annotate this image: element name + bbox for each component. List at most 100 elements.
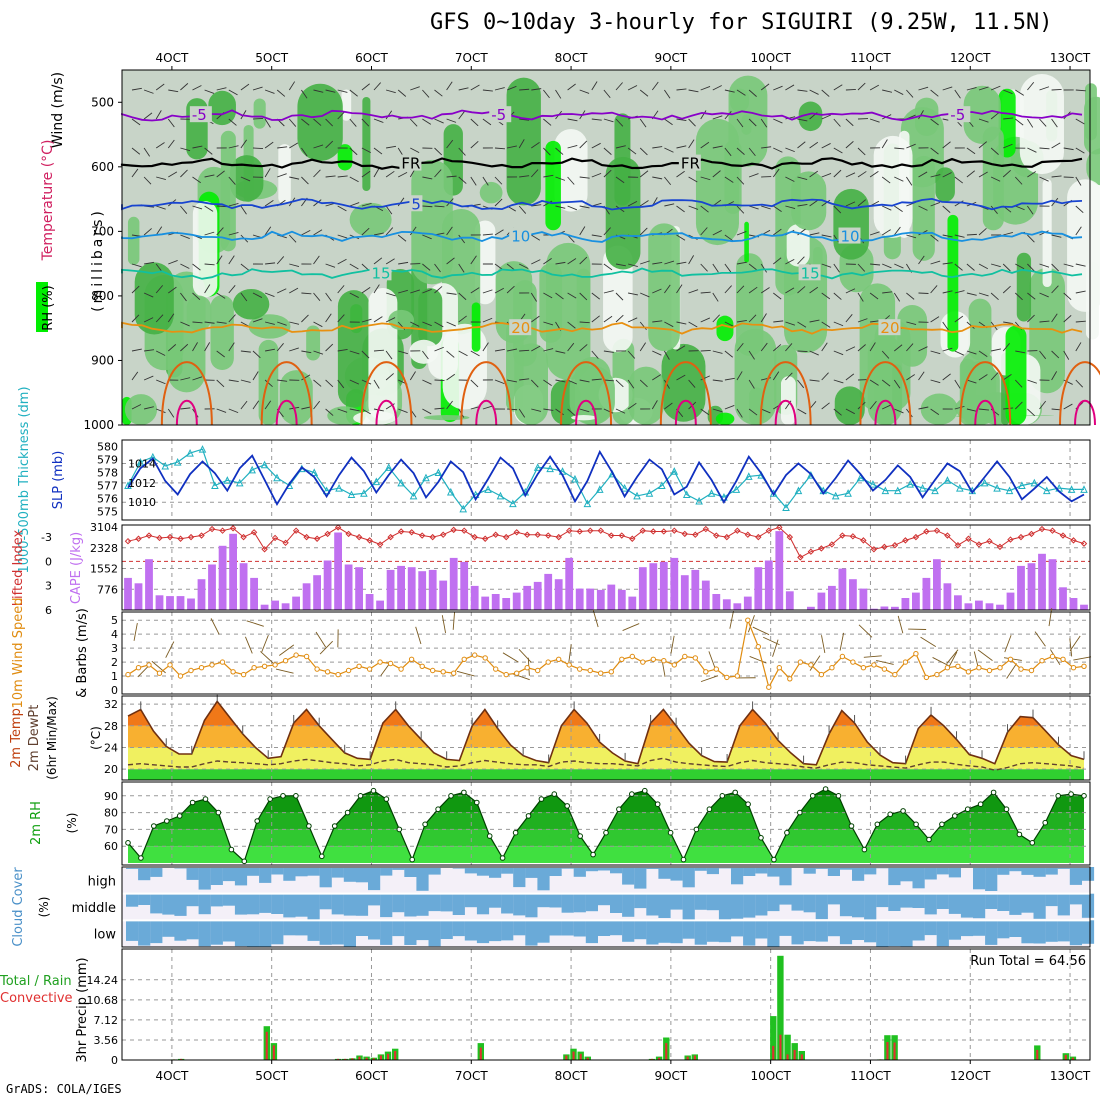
wind-barb bbox=[1075, 342, 1082, 352]
wind-barb bbox=[131, 371, 139, 381]
wind-barb bbox=[845, 141, 854, 149]
rh-point bbox=[1055, 793, 1061, 799]
wind-barb bbox=[555, 350, 566, 354]
cape-bar bbox=[187, 598, 195, 610]
wind-speed-point bbox=[640, 659, 646, 665]
cloud-cell bbox=[259, 920, 272, 947]
rh-patch bbox=[279, 370, 313, 425]
lifted-index-point bbox=[219, 527, 226, 534]
wind-barb bbox=[688, 289, 699, 294]
wind-barb bbox=[434, 89, 443, 97]
cloud-cell bbox=[186, 920, 199, 940]
wind-barb bbox=[470, 118, 479, 127]
wind-speed-point bbox=[177, 673, 184, 679]
wind-barb bbox=[252, 147, 264, 149]
wind-barb bbox=[1039, 176, 1049, 182]
hot-contour bbox=[475, 399, 498, 426]
rh-point bbox=[486, 833, 493, 839]
thickness-point bbox=[136, 458, 145, 466]
lifted-index-point bbox=[734, 527, 741, 534]
wind-speed-point bbox=[135, 665, 142, 671]
wind-barb bbox=[349, 263, 359, 270]
wind-barb bbox=[688, 205, 699, 210]
lifted-index-point bbox=[671, 527, 678, 534]
lifted-index-point bbox=[1070, 537, 1077, 544]
slp-tick-label: 1014 bbox=[128, 457, 156, 470]
cape-bar bbox=[954, 595, 962, 610]
wind-barb bbox=[228, 202, 239, 207]
cloud-cell bbox=[138, 920, 151, 946]
wind-speed-point bbox=[125, 671, 131, 678]
cloud-cell bbox=[222, 867, 235, 882]
cloud-cell bbox=[755, 920, 768, 939]
cloud-cell bbox=[610, 893, 623, 913]
rh-tick-label: 70 bbox=[104, 823, 118, 836]
axis-label-wind: Wind (m/s) bbox=[50, 72, 66, 148]
wind-speed-point bbox=[976, 665, 982, 671]
precip-tick-label: 3.56 bbox=[94, 1034, 119, 1047]
pressure-tick-label: 1000 bbox=[83, 418, 114, 432]
wind-speed-point bbox=[902, 659, 909, 665]
thickness-tick-label: 577 bbox=[97, 479, 118, 492]
cloud-cell bbox=[428, 867, 441, 875]
wind-barb bbox=[543, 147, 551, 156]
wind-barb bbox=[990, 263, 1001, 268]
cloud-cell bbox=[126, 920, 139, 941]
wind-barb bbox=[869, 118, 880, 123]
wind-barb bbox=[180, 169, 188, 178]
rh-point bbox=[538, 796, 545, 802]
lifted-index-point bbox=[713, 532, 720, 539]
wind-barb bbox=[252, 371, 259, 381]
lifted-index-point bbox=[345, 530, 352, 538]
wind-barb bbox=[639, 379, 648, 388]
thickness-tick-label: 579 bbox=[97, 454, 118, 467]
cloud-cell bbox=[464, 867, 477, 874]
cape-bar bbox=[975, 600, 983, 610]
wind-barb bbox=[240, 139, 248, 149]
wind-barb bbox=[930, 350, 941, 355]
wind-barb bbox=[930, 234, 939, 242]
wind-barb bbox=[143, 112, 153, 120]
wind-barb bbox=[543, 292, 553, 299]
contour-label-bg bbox=[369, 264, 392, 281]
warm-contour bbox=[360, 361, 413, 426]
cloud-cell bbox=[210, 893, 223, 907]
x-tick-label-bottom: 13OCT bbox=[1050, 1069, 1091, 1083]
rh-point bbox=[939, 821, 945, 828]
rh-point bbox=[784, 829, 790, 836]
wind-barb bbox=[821, 89, 830, 97]
cloud-cell bbox=[973, 920, 986, 936]
cloud-cell bbox=[827, 867, 840, 876]
lifted-index-point bbox=[534, 531, 541, 538]
wind-barb bbox=[301, 374, 311, 381]
wind-speed-point bbox=[503, 671, 509, 678]
wind-barb bbox=[942, 321, 949, 331]
cloud-cell bbox=[682, 867, 695, 888]
surface-wind-barb bbox=[839, 632, 845, 651]
cloud-cell bbox=[622, 920, 635, 942]
wind-speed-point bbox=[461, 656, 467, 662]
wind-barb bbox=[664, 176, 672, 186]
rh-tick-label: 80 bbox=[104, 807, 118, 820]
contour-label: 15 bbox=[801, 264, 820, 282]
cloud-cell bbox=[791, 920, 804, 945]
wind-speed-point bbox=[146, 662, 152, 668]
thickness-point bbox=[782, 503, 790, 512]
wind-barb bbox=[797, 118, 808, 122]
cape-bar bbox=[985, 603, 994, 610]
wind-barb bbox=[857, 147, 866, 156]
precip-convective-bar bbox=[337, 1058, 340, 1060]
wind-barb bbox=[1003, 89, 1013, 95]
wind-barb bbox=[591, 142, 601, 149]
wind-barb bbox=[337, 205, 347, 212]
wind-barb bbox=[252, 350, 261, 359]
cape-tick-label: 1552 bbox=[90, 563, 118, 576]
cape-bar bbox=[386, 569, 395, 610]
rh-point bbox=[590, 851, 596, 858]
run-total-annotation: Run Total = 64.56 bbox=[970, 954, 1086, 969]
cloud-cell bbox=[767, 920, 780, 947]
cloud-cell bbox=[259, 867, 272, 883]
wind-barb bbox=[446, 139, 454, 149]
axis-label-temperature: Temperature (°C) bbox=[40, 140, 56, 262]
wind-barb bbox=[228, 255, 235, 265]
